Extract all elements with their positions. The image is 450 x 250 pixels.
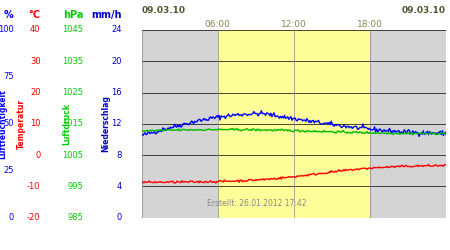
Bar <box>218 30 369 218</box>
Text: hPa: hPa <box>63 10 83 20</box>
Text: 75: 75 <box>3 72 14 82</box>
Text: Erstellt: 26.01.2012 17:42: Erstellt: 26.01.2012 17:42 <box>207 199 307 208</box>
Text: 985: 985 <box>68 213 83 222</box>
Text: 20: 20 <box>111 57 122 66</box>
Text: Temperatur: Temperatur <box>17 99 26 149</box>
Text: 09.03.10: 09.03.10 <box>401 6 446 15</box>
Text: Luftdruck: Luftdruck <box>62 103 71 145</box>
Text: 1005: 1005 <box>62 150 83 160</box>
Text: 995: 995 <box>68 182 83 191</box>
Text: 1045: 1045 <box>62 26 83 35</box>
Text: 0: 0 <box>35 150 40 160</box>
Text: 24: 24 <box>111 26 122 35</box>
Text: 50: 50 <box>3 119 14 128</box>
Text: 100: 100 <box>0 26 14 35</box>
Text: %: % <box>4 10 13 20</box>
Text: 0: 0 <box>8 213 14 222</box>
Text: 16: 16 <box>111 88 122 97</box>
Text: Luftfeuchtigkeit: Luftfeuchtigkeit <box>0 89 7 159</box>
Text: °C: °C <box>28 10 40 20</box>
Text: 4: 4 <box>116 182 122 191</box>
Text: 1035: 1035 <box>62 57 83 66</box>
Text: Niederschlag: Niederschlag <box>101 95 110 152</box>
Text: mm/h: mm/h <box>91 10 122 20</box>
Text: 25: 25 <box>3 166 14 175</box>
Text: 0: 0 <box>116 213 122 222</box>
Text: 40: 40 <box>30 26 40 35</box>
Text: 1015: 1015 <box>62 119 83 128</box>
Text: 10: 10 <box>30 119 40 128</box>
Text: 09.03.10: 09.03.10 <box>142 6 186 15</box>
Text: 12: 12 <box>111 119 122 128</box>
Text: 20: 20 <box>30 88 40 97</box>
Text: 1025: 1025 <box>62 88 83 97</box>
Text: -10: -10 <box>27 182 40 191</box>
Text: 30: 30 <box>30 57 40 66</box>
Text: -20: -20 <box>27 213 40 222</box>
Text: 8: 8 <box>116 150 122 160</box>
